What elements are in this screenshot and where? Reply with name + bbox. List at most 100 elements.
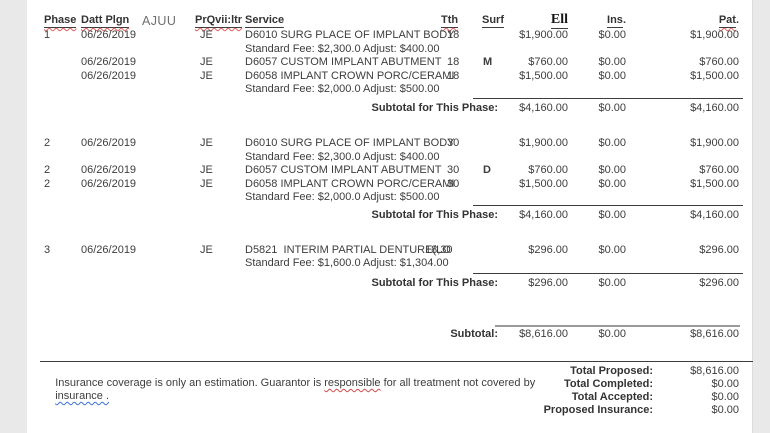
column-header-surface: Surf [482, 14, 504, 28]
phase-subtotal-patient: $4,160.00 [690, 209, 739, 221]
service-description: D6057 CUSTOM IMPLANT ABUTMENT [245, 56, 442, 68]
insurance-disclaimer-line2: insurance . [43, 378, 109, 414]
column-header-insurance: Ins [607, 14, 623, 28]
insurance-amount: $0.00 [598, 164, 626, 176]
phase-subtotal-label: Subtotal for This Phase: [371, 209, 498, 221]
proposed-insurance-value: $0.00 [711, 404, 739, 416]
insurance-amount: $0.00 [598, 29, 626, 41]
phase-number: 2 [44, 178, 51, 190]
disclaimer-text: Insurance coverage is only an estimation… [55, 377, 325, 389]
table-header-row: Phase Datt Plgn AJUU PrQvii:ltr Service … [0, 12, 770, 29]
phase-number: 1 [44, 29, 51, 41]
fee-amount: $1,900.00 [519, 29, 568, 41]
plan-date: 06/26/2019 [81, 164, 137, 176]
insurance-disclaimer-line1: Insurance coverage is only an estimation… [43, 365, 535, 401]
insurance-amount: $0.00 [598, 56, 626, 68]
patient-amount: $1,900.00 [690, 29, 739, 41]
grand-subtotal-fee: $8,616.00 [519, 328, 568, 340]
provider-code: JE [200, 56, 213, 68]
provider-code: JE [200, 164, 213, 176]
insurance-amount: $0.00 [598, 178, 626, 190]
grand-subtotal-row: Subtotal: $8,616.00 $0.00 $8,616.00 [0, 328, 770, 341]
service-description: D5821 INTERIM PARTIAL DENTURE(LO [245, 244, 451, 256]
patient-amount: $760.00 [699, 56, 739, 68]
column-header-service: Service [245, 14, 285, 28]
patient-amount: $1,900.00 [690, 137, 739, 149]
subtotal-divider-line [473, 273, 743, 274]
plan-date: 06/26/2019 [81, 70, 137, 82]
phase-subtotal-fee: $4,160.00 [519, 209, 568, 221]
total-completed-label: Total Completed: [563, 378, 653, 390]
service-description: D6058 IMPLANT CROWN PORC/CERAMI [245, 178, 455, 190]
grand-subtotal-insurance: $0.00 [598, 328, 626, 340]
phase-subtotal-patient: $4,160.00 [690, 102, 739, 114]
provider-code: JE [200, 178, 213, 190]
column-header-fee: Ell [550, 12, 568, 29]
phase-subtotal-row: Subtotal for This Phase: $296.00 $0.00 $… [0, 277, 770, 290]
phase-subtotal-insurance: $0.00 [598, 102, 626, 114]
total-accepted-value: $0.00 [711, 391, 739, 403]
total-completed-value: $0.00 [711, 378, 739, 390]
service-description: D6010 SURG PLACE OF IMPLANT BODY [245, 137, 455, 149]
phase-subtotal-row: Subtotal for This Phase: $4,160.00 $0.00… [0, 209, 770, 222]
phase-number: 2 [44, 137, 51, 149]
fee-note-row: Standard Fee: $2,000.0 Adjust: $500.00 [0, 83, 770, 96]
standard-fee-note: Standard Fee: $2,300.0 Adjust: $400.00 [245, 43, 440, 55]
total-accepted-label: Total Accepted: [571, 391, 653, 403]
column-header-date-plan: Datt Plgn [81, 14, 130, 28]
standard-fee-note: Standard Fee: $2,300.0 Adjust: $400.00 [245, 151, 440, 163]
table-row: 06/26/2019 JE D6057 CUSTOM IMPLANT ABUTM… [0, 56, 770, 69]
column-header-patient: Pat [718, 14, 736, 28]
disclaimer-misspelled-word: responsible [324, 377, 381, 389]
phase-number: 3 [44, 244, 51, 256]
fee-note-row: Standard Fee: $2,300.0 Adjust: $400.00 [0, 151, 770, 164]
tooth-number: 30 [447, 164, 460, 176]
fee-amount: $1,500.00 [519, 178, 568, 190]
fee-note-row: Standard Fee: $2,000.0 Adjust: $500.00 [0, 191, 770, 204]
fee-amount: $296.00 [528, 244, 568, 256]
phase-subtotal-patient: $296.00 [699, 277, 739, 289]
surface-code: M [483, 56, 493, 68]
standard-fee-note: Standard Fee: $2,000.0 Adjust: $500.00 [245, 191, 440, 203]
plan-date: 06/26/2019 [81, 56, 137, 68]
service-description: D6058 IMPLANT CROWN PORC/CERAMI [245, 70, 455, 82]
standard-fee-note: Standard Fee: $1,600.0 Adjust: $1,304.00 [245, 257, 449, 269]
table-row: 3 06/26/2019 JE D5821 INTERIM PARTIAL DE… [0, 244, 770, 257]
service-description: D6057 CUSTOM IMPLANT ABUTMENT [245, 164, 442, 176]
phase-number: 2 [44, 164, 51, 176]
patient-amount: $296.00 [699, 244, 739, 256]
table-row: 06/26/2019 JE D6058 IMPLANT CROWN PORC/C… [0, 70, 770, 83]
grand-subtotal-patient: $8,616.00 [690, 328, 739, 340]
phase-subtotal-label: Subtotal for This Phase: [371, 102, 498, 114]
proposed-insurance-label: Proposed Insurance: [543, 404, 653, 416]
disclaimer-text: for all treatment not covered by [380, 377, 536, 389]
plan-date: 06/26/2019 [81, 178, 137, 190]
table-row: 2 06/26/2019 JE D6010 SURG PLACE OF IMPL… [0, 137, 770, 150]
fee-note-row: Standard Fee: $1,600.0 Adjust: $1,304.00 [0, 257, 770, 270]
tooth-number: 18 [447, 29, 460, 41]
tooth-number: 18 [447, 56, 460, 68]
fee-amount: $1,900.00 [519, 137, 568, 149]
table-row: 2 06/26/2019 JE D6058 IMPLANT CROWN PORC… [0, 178, 770, 191]
plan-date: 06/26/2019 [81, 29, 137, 41]
fee-note-row: Standard Fee: $2,300.0 Adjust: $400.00 [0, 43, 770, 56]
fee-amount: $760.00 [528, 164, 568, 176]
provider-code: JE [200, 244, 213, 256]
phase-subtotal-fee: $4,160.00 [519, 102, 568, 114]
service-description: D6010 SURG PLACE OF IMPLANT BODY [245, 29, 455, 41]
total-proposed-label: Total Proposed: [570, 365, 653, 377]
patient-amount: $1,500.00 [690, 178, 739, 190]
phase-subtotal-insurance: $0.00 [598, 209, 626, 221]
tooth-number: 18 [447, 70, 460, 82]
table-row: 2 06/26/2019 JE D6057 CUSTOM IMPLANT ABU… [0, 164, 770, 177]
insurance-amount: $0.00 [598, 244, 626, 256]
subtotal-divider-line [473, 98, 743, 99]
column-header-tooth: Tth [441, 14, 459, 28]
phase-subtotal-label: Subtotal for This Phase: [371, 277, 498, 289]
phase-subtotal-insurance: $0.00 [598, 277, 626, 289]
plan-date: 06/26/2019 [81, 244, 137, 256]
total-proposed-value: $8,616.00 [690, 365, 739, 377]
patient-amount: $760.00 [699, 164, 739, 176]
column-header-insurance-dot: . [622, 14, 626, 26]
